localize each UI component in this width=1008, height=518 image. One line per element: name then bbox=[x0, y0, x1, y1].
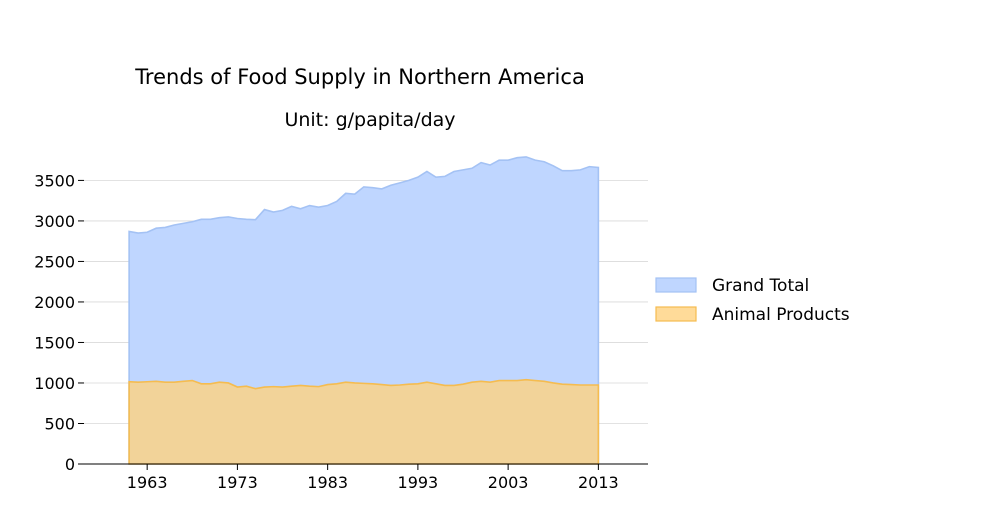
y-tick-label-500: 500 bbox=[44, 414, 75, 433]
y-tick-label-0: 0 bbox=[65, 455, 75, 474]
y-tick-label-2000: 2000 bbox=[34, 293, 75, 312]
x-tick-label-1983: 1983 bbox=[307, 473, 348, 492]
y-tick-label-1500: 1500 bbox=[34, 333, 75, 352]
y-tick-label-3500: 3500 bbox=[34, 171, 75, 190]
area-series bbox=[128, 156, 600, 465]
legend-label-animal-products: Animal Products bbox=[712, 305, 850, 325]
chart-subtitle: Unit: g/papita/day bbox=[284, 109, 455, 131]
x-tick-label-1973: 1973 bbox=[217, 473, 258, 492]
legend-swatch-grand-total bbox=[655, 277, 697, 293]
y-tick-label-3000: 3000 bbox=[34, 212, 75, 231]
axes: 0 500 1000 1500 2000 2500 3000 3500 1963 1973 1983… bbox=[34, 171, 648, 492]
x-tick-label-1993: 1993 bbox=[398, 473, 439, 492]
legend-label-grand-total: Grand Total bbox=[712, 276, 809, 296]
y-tick-label-1000: 1000 bbox=[34, 374, 75, 393]
legend-swatch-animal-products bbox=[655, 306, 697, 322]
chart-title: Trends of Food Supply in Northern Americ… bbox=[134, 65, 585, 89]
x-tick-label-1963: 1963 bbox=[127, 473, 168, 492]
x-tick-label-2003: 2003 bbox=[488, 473, 529, 492]
y-tick-label-2500: 2500 bbox=[34, 252, 75, 271]
x-tick-label-2013: 2013 bbox=[578, 473, 619, 492]
legend: Grand Total Animal Products bbox=[655, 276, 850, 325]
area-animal-products bbox=[128, 378, 600, 465]
